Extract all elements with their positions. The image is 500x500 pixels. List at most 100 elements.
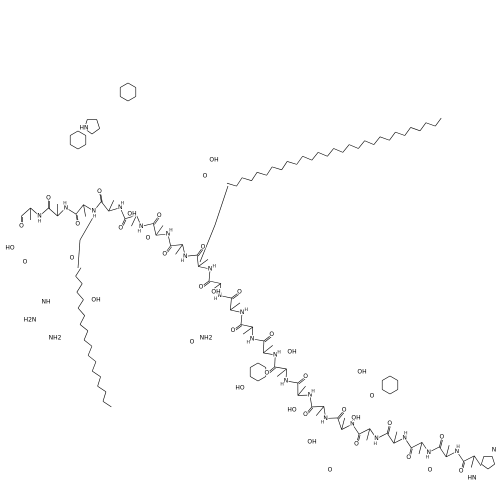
bond (96, 119, 100, 129)
bond (155, 225, 164, 236)
bond (356, 434, 360, 442)
bond (197, 249, 204, 257)
atom-label: N (492, 447, 497, 454)
bond (79, 213, 96, 241)
carbonyl-oxygen: O (342, 407, 347, 414)
atom-label: O (23, 259, 28, 266)
bond (277, 368, 287, 377)
bond (389, 375, 398, 381)
bond (231, 293, 239, 299)
bond (83, 204, 86, 217)
bond (77, 239, 81, 269)
bond (395, 131, 405, 136)
bond (252, 338, 264, 342)
bond (76, 291, 84, 300)
bond (196, 255, 199, 267)
bond (446, 451, 457, 458)
bond (165, 245, 171, 253)
bond (266, 166, 273, 176)
amide-hydrogen: H (321, 420, 324, 426)
bond (77, 144, 86, 150)
bond (435, 117, 442, 127)
amide-nitrogen: N (37, 213, 42, 220)
amide-hydrogen: H (404, 430, 407, 436)
bond (263, 335, 271, 342)
carbonyl-oxygen: O (440, 434, 445, 441)
bond (108, 207, 121, 212)
amide-hydrogen: H (169, 227, 172, 233)
bond (274, 354, 276, 367)
bond (386, 425, 390, 434)
bond (83, 204, 94, 212)
bond (240, 324, 253, 328)
bond (268, 366, 275, 373)
bond (366, 428, 371, 441)
amide-nitrogen: N (217, 292, 222, 299)
amide-nitrogen: N (250, 335, 255, 342)
bond (315, 406, 325, 416)
amide-nitrogen: N (240, 309, 245, 316)
carbonyl-oxygen: O (157, 212, 162, 219)
bond (87, 355, 97, 362)
amide-nitrogen: N (92, 208, 97, 215)
bond (155, 233, 168, 236)
amide-nitrogen: N (284, 377, 289, 384)
bond (250, 376, 259, 382)
bond (408, 447, 412, 456)
bond (83, 339, 93, 347)
bond (75, 267, 82, 277)
atom-label: OH (209, 157, 218, 164)
bond (481, 463, 489, 470)
bond (235, 325, 243, 331)
bond (382, 375, 391, 381)
carbonyl-oxygen: O (162, 250, 167, 257)
bond (409, 448, 413, 457)
bond (349, 144, 359, 149)
amide-nitrogen: N (208, 266, 213, 273)
bond (198, 259, 209, 267)
carbonyl-oxygen: O (459, 468, 464, 475)
amide-nitrogen: N (308, 392, 313, 399)
bond (230, 309, 243, 313)
bond (57, 207, 67, 217)
carbonyl-oxygen: O (199, 283, 204, 290)
bond (425, 122, 436, 127)
bond (491, 456, 495, 465)
amide-hydrogen: H (93, 213, 96, 219)
bond (196, 248, 203, 256)
amide-hydrogen: H (373, 441, 376, 447)
atom-label: HO (5, 245, 15, 252)
bond (323, 406, 326, 419)
bond (99, 193, 102, 202)
bond (76, 215, 79, 224)
bond (440, 440, 443, 448)
bond (240, 312, 243, 325)
bond (170, 244, 183, 247)
bond (153, 216, 159, 224)
carbonyl-oxygen: O (265, 370, 270, 377)
atom-label: HO (287, 407, 297, 414)
bond (462, 462, 465, 471)
bond (230, 297, 232, 311)
carbonyl-oxygen: O (46, 195, 51, 202)
atom-label: OH (307, 439, 316, 446)
bond (119, 207, 126, 219)
bond (307, 407, 314, 415)
bond (296, 156, 303, 165)
bond (70, 130, 79, 136)
bond (256, 172, 267, 176)
bond (285, 368, 287, 381)
bond (208, 268, 211, 282)
bond (379, 136, 390, 141)
bond (77, 130, 86, 136)
bond (92, 370, 101, 377)
bond (421, 442, 429, 453)
bond (474, 455, 482, 467)
bond (226, 182, 237, 187)
bond (70, 144, 79, 150)
bond (175, 244, 183, 255)
bond (102, 391, 107, 402)
bond (306, 406, 313, 414)
bond (269, 367, 276, 374)
bond (281, 161, 288, 170)
